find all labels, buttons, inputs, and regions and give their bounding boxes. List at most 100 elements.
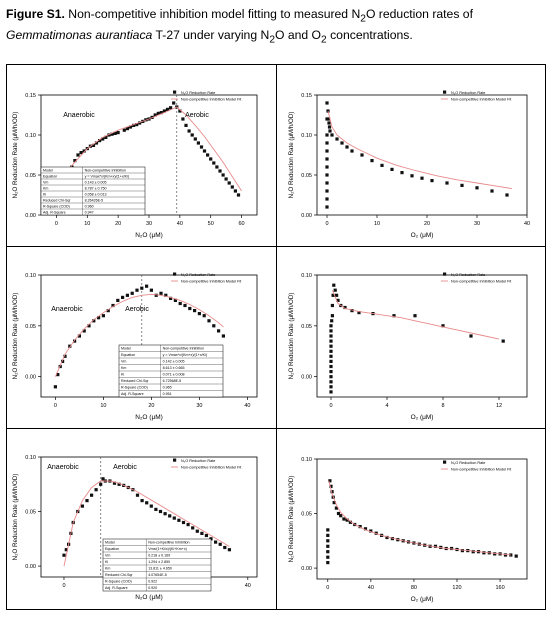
data-point <box>184 123 188 127</box>
x-tick-label: 0 <box>62 583 65 589</box>
data-point <box>200 531 204 535</box>
chart-2: 0 10 20 30 40 0.00 0.05 0.10 0.15 O₂ (μM) N₂O Redu… <box>288 90 530 239</box>
stats-value: 0.951 <box>163 392 172 396</box>
data-point <box>325 133 329 137</box>
legend-marker <box>173 458 177 462</box>
x-tick-label: 30 <box>196 403 202 409</box>
stats-key: Adj. R-Square <box>105 586 128 590</box>
data-point <box>125 127 129 131</box>
legend-marker <box>173 90 177 94</box>
data-point <box>482 551 486 555</box>
data-point <box>332 283 336 287</box>
stats-key: Reduced Chi-Sqr <box>43 198 71 202</box>
data-point <box>326 533 330 537</box>
x-tick-label: 10 <box>100 403 106 409</box>
x-tick-label: 40 <box>524 221 530 227</box>
data-point <box>360 153 364 157</box>
plot-frame <box>316 458 528 580</box>
chart-3: 0 10 20 30 40 0.00 0.05 0.10 N₂O (μM) N₂O Reducti… <box>12 272 258 421</box>
data-point <box>329 364 333 369</box>
data-point <box>236 193 241 197</box>
legend-label: N₂O Reduction Rate <box>181 273 215 277</box>
data-point <box>181 520 186 525</box>
x-axis-label: N₂O (μM) <box>135 414 163 421</box>
data-point <box>159 291 163 295</box>
stats-key: Km <box>105 567 110 571</box>
data-point <box>332 501 336 505</box>
data-point <box>125 293 129 297</box>
stats-value: 6.72568E-5 <box>163 379 182 383</box>
stats-value: 0.218 ± 0.169 <box>148 554 170 558</box>
data-point <box>339 514 343 518</box>
stats-value: 4.07654E-5 <box>148 573 167 577</box>
x-tick-label: 80 <box>411 585 417 591</box>
phase-label: Anaerobic <box>63 112 95 119</box>
chart-6: 0 40 80 120 160 0.00 0.05 0.10 O₂ (μM) N₂O Reduct… <box>288 457 528 603</box>
data-point <box>329 324 333 328</box>
data-point <box>370 159 374 163</box>
stats-table: Model Non-competitive Inhibition Equation y… <box>40 166 146 216</box>
data-point <box>128 125 133 129</box>
y-tick-label: 0.00 <box>25 375 36 381</box>
panel-6: 0 40 80 120 160 0.00 0.05 0.10 O₂ (μM) N₂O Reduct… <box>277 429 545 609</box>
data-point <box>138 121 142 125</box>
model-fit-line <box>59 106 242 192</box>
data-point <box>221 173 225 177</box>
y-tick-label: 0.05 <box>301 324 312 330</box>
data-point <box>68 344 72 348</box>
data-point <box>327 125 332 129</box>
x-axis-label: N₂O (μM) <box>135 594 163 601</box>
x-tick-label: 40 <box>244 403 250 409</box>
data-point <box>85 499 89 503</box>
x-tick-label: 120 <box>452 585 461 591</box>
data-point <box>221 334 225 338</box>
stats-value: 0.920 <box>148 586 157 590</box>
stats-table: Model Non-competitive Inhibition Equation y… <box>118 344 224 398</box>
data-point <box>87 324 91 328</box>
data-point <box>380 163 384 167</box>
data-point <box>392 314 396 318</box>
data-point <box>390 167 394 171</box>
data-point <box>490 189 494 193</box>
data-point <box>441 324 445 328</box>
data-point <box>329 484 333 488</box>
data-point <box>420 176 424 180</box>
y-tick-label: 0.10 <box>301 273 312 279</box>
data-point <box>149 288 153 292</box>
data-point <box>509 553 513 557</box>
data-point <box>135 493 140 497</box>
y-tick-label: 0.15 <box>301 93 312 99</box>
data-point <box>191 526 195 530</box>
stats-key: Vm <box>105 554 110 558</box>
data-point <box>218 169 222 173</box>
stats-key: R-Square (COD) <box>105 580 132 584</box>
data-point <box>153 113 157 117</box>
stats-value: 1.294 ± 2.850 <box>148 560 170 564</box>
y-tick-label: 0.10 <box>301 133 312 139</box>
data-point <box>135 123 139 127</box>
y-axis-label: N₂O Reduction Rate (μM/h/OD) <box>288 293 295 380</box>
model-fit-line <box>54 293 224 377</box>
stats-key: Equation <box>121 353 135 357</box>
x-tick-label: 10 <box>374 221 380 227</box>
stats-value: Non-competitive Inhibition <box>148 541 189 545</box>
stats-key: Vm <box>43 180 48 184</box>
data-point <box>53 385 57 389</box>
stats-value: 13.811 ± 4.650 <box>148 567 172 571</box>
x-tick-label: 160 <box>495 585 504 591</box>
data-point <box>173 298 177 302</box>
data-point <box>64 548 68 552</box>
data-point <box>328 479 332 483</box>
y-axis-label: N₂O Reduction Rate (μM/h/OD) <box>288 112 295 199</box>
stats-key: Ki <box>121 373 124 377</box>
data-point <box>188 306 192 311</box>
data-point <box>230 185 234 189</box>
stats-value: 0.960 <box>85 204 94 208</box>
x-tick-label: 40 <box>245 583 251 589</box>
phase-label: Anaerobic <box>51 306 83 313</box>
data-point <box>336 511 341 516</box>
data-point <box>140 286 144 290</box>
data-point <box>169 106 173 110</box>
data-point <box>116 131 120 135</box>
